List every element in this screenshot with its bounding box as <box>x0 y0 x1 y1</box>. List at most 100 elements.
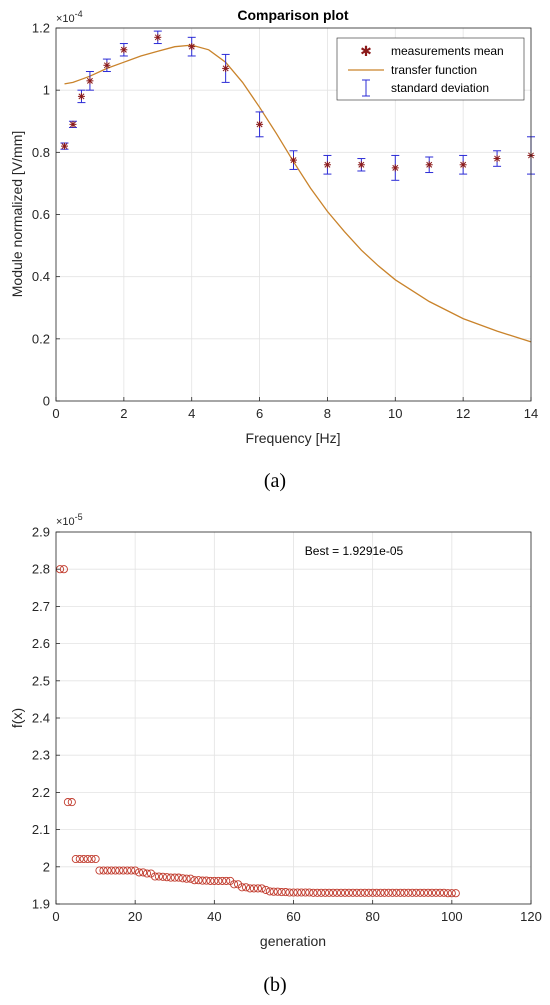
panel-b-annotation: Best = 1.9291e-05 <box>305 544 404 558</box>
panel-b-xtick-label: 40 <box>207 909 221 924</box>
generation-circle-marker <box>313 888 322 897</box>
generation-circle-marker <box>241 883 251 892</box>
mean-asterisk-marker <box>188 43 196 51</box>
mean-asterisk-marker <box>459 161 467 169</box>
panel-a-exponent: ×10-4 <box>56 9 83 25</box>
panel-b-ticks: 0 20 40 60 80 100 120 1.9 2 2.1 2.2 2.3 2.4 2.5 2.6 2.7… <box>32 525 542 925</box>
generation-circle-marker <box>332 888 342 897</box>
generation-circle-marker <box>202 876 211 885</box>
generation-circle-marker <box>408 888 417 897</box>
generation-circle-marker <box>392 888 401 897</box>
generation-circle-marker <box>190 876 199 885</box>
panel-b-ylabel: f(x) <box>9 708 25 728</box>
panel-a-xtick-label: 4 <box>188 406 195 421</box>
panel-a-label-text: (a) <box>264 470 286 492</box>
generation-circle-marker <box>412 888 421 897</box>
panel-b-label: (b) <box>263 974 286 996</box>
panel-b-generation-markers <box>55 565 460 898</box>
panel-b-xtick-label: 60 <box>286 909 300 924</box>
generation-circle-marker <box>111 866 120 875</box>
generation-circle-marker <box>325 888 334 897</box>
generation-circle-marker <box>83 854 92 864</box>
generation-circle-marker <box>360 888 369 897</box>
generation-circle-marker <box>63 798 72 807</box>
generation-circle-marker <box>285 888 294 897</box>
generation-circle-marker <box>214 876 223 885</box>
generation-circle-marker <box>170 873 179 882</box>
generation-circle-marker <box>154 872 163 881</box>
generation-circle-marker <box>135 868 144 877</box>
panel-b-xtick-label: 0 <box>52 909 59 924</box>
generation-circle-marker <box>321 888 330 897</box>
generation-circle-marker <box>249 884 258 893</box>
mean-asterisk-marker <box>154 33 162 41</box>
generation-circle-marker <box>71 854 80 864</box>
transfer-function-line <box>64 44 532 343</box>
generation-circle-marker <box>281 888 290 897</box>
panel-a-chart: 0 2 4 6 8 10 12 14 0 0.2 0.4 0.6 0.8 1 1.2 Comparison … <box>9 7 538 492</box>
generation-circle-marker <box>107 866 116 875</box>
panel-b-xtick-label: 100 <box>441 909 463 924</box>
panel-a-exponent-base: ×10 <box>56 13 75 25</box>
generation-circle-marker <box>368 888 377 897</box>
panel-a-ytick-label: 1.2 <box>32 21 50 36</box>
panel-b-ytick-label: 2 <box>43 859 50 874</box>
generation-circle-marker <box>356 888 365 897</box>
generation-circle-marker <box>182 874 191 883</box>
legend-transfer-label: transfer function <box>391 63 477 77</box>
generation-circle-marker <box>87 854 96 864</box>
mean-asterisk-marker <box>493 155 501 163</box>
generation-circle-marker <box>119 866 128 875</box>
generation-circle-marker <box>162 873 171 882</box>
panel-a-xtick-label: 14 <box>524 406 538 421</box>
panel-b-ytick-label: 2.2 <box>32 785 50 800</box>
generation-circle-marker <box>293 888 302 897</box>
generation-circle-marker <box>443 889 452 898</box>
panel-b-ytick-label: 2.8 <box>32 562 50 577</box>
panel-a-ticks: 0 2 4 6 8 10 12 14 0 0.2 0.4 0.6 0.8 1 1.2 <box>32 21 538 422</box>
panel-a-xtick-label: 0 <box>52 406 59 421</box>
generation-circle-marker <box>139 868 148 877</box>
panel-b-label-text: (b) <box>263 974 286 996</box>
mean-asterisk-marker <box>77 92 85 100</box>
generation-circle-marker <box>245 884 255 893</box>
panel-b-xtick-label: 80 <box>365 909 379 924</box>
panel-b-xtick-label: 120 <box>520 909 542 924</box>
generation-circle-marker <box>273 887 282 896</box>
generation-circle-marker <box>340 888 350 897</box>
legend-asterisk-glyph: ✱ <box>360 43 372 59</box>
generation-circle-marker <box>67 798 76 807</box>
generation-circle-marker <box>198 876 207 885</box>
generation-circle-marker <box>210 876 219 885</box>
generation-circle-marker <box>253 884 262 893</box>
generation-circle-marker <box>79 854 88 864</box>
panel-b-ytick-label: 2.7 <box>32 599 50 614</box>
mean-asterisk-marker <box>69 120 77 128</box>
panel-a-xtick-label: 10 <box>388 406 402 421</box>
generation-circle-marker <box>348 888 357 897</box>
generation-circle-marker <box>158 872 167 881</box>
generation-circle-marker <box>142 869 152 878</box>
panel-a-label: (a) <box>264 470 286 492</box>
mean-asterisk-marker <box>425 161 433 169</box>
generation-circle-marker <box>99 866 108 875</box>
generation-circle-marker <box>376 888 385 897</box>
generation-circle-marker <box>424 888 433 897</box>
generation-circle-marker <box>91 854 100 864</box>
generation-circle-marker <box>396 888 405 897</box>
panel-a-ytick-label: 0.2 <box>32 331 50 346</box>
panel-a-title: Comparison plot <box>237 7 349 23</box>
generation-circle-marker <box>103 866 112 875</box>
generation-circle-marker <box>150 872 160 881</box>
generation-circle-marker <box>420 888 429 897</box>
generation-circle-marker <box>388 888 397 897</box>
panel-b-ytick-label: 2.6 <box>32 636 50 651</box>
generation-circle-marker <box>194 876 203 885</box>
generation-circle-marker <box>305 888 314 897</box>
generation-circle-marker <box>178 874 187 883</box>
generation-circle-marker <box>317 888 326 897</box>
mean-asterisk-marker <box>391 164 399 172</box>
panel-a-ytick-label: 0.8 <box>32 145 50 160</box>
generation-circle-marker <box>218 876 227 885</box>
